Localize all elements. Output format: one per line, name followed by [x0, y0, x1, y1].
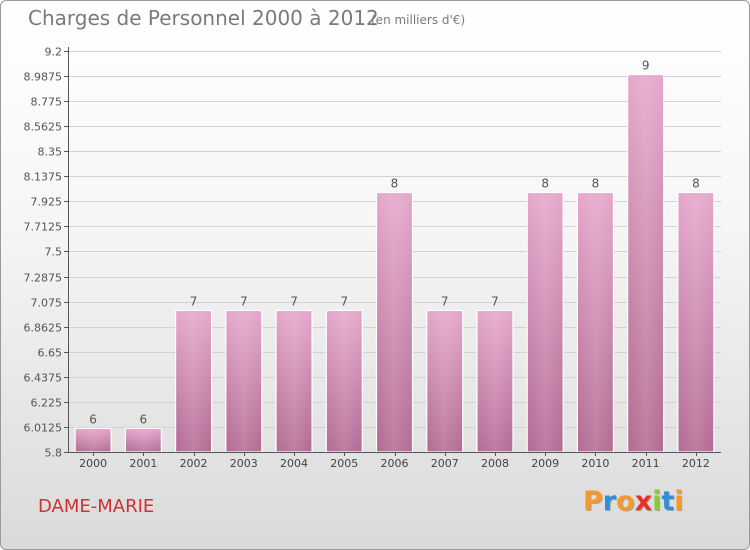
x-tick-label: 2000 — [79, 457, 107, 470]
x-tick-label: 2009 — [531, 457, 559, 470]
chart-subtitle: (en milliers d'€) — [371, 13, 466, 27]
bar-highlight — [378, 194, 411, 452]
y-tick-label: 6.65 — [38, 347, 63, 360]
bar-highlight — [428, 312, 461, 452]
chart-title: Charges de Personnel 2000 à 2012 — [28, 6, 379, 30]
y-tick-label: 7.075 — [31, 297, 63, 310]
y-tick-label: 5.8 — [45, 447, 63, 460]
bars-layer — [74, 73, 715, 453]
logo-letter: i — [674, 486, 684, 517]
data-label: 8 — [541, 177, 549, 191]
data-label: 7 — [491, 294, 499, 308]
y-tick-label: 7.7125 — [24, 221, 63, 234]
y-tick-label: 6.4375 — [24, 372, 63, 385]
y-tick-label: 7.2875 — [24, 272, 63, 285]
logo-letter: r — [602, 486, 617, 517]
proxiti-logo[interactable]: Proxiti — [583, 486, 684, 517]
y-tick-label: 9.2 — [45, 46, 63, 59]
data-label: 6 — [89, 412, 97, 426]
x-tick-label: 2006 — [381, 457, 409, 470]
data-label: 8 — [391, 177, 399, 191]
data-label: 7 — [340, 294, 348, 308]
bar-highlight — [478, 312, 511, 452]
x-tick-label: 2002 — [180, 457, 208, 470]
x-tick-label: 2008 — [481, 457, 509, 470]
x-tick-label: 2011 — [632, 457, 660, 470]
bar-highlight — [629, 76, 662, 453]
x-tick-label: 2012 — [682, 457, 710, 470]
commune-name: DAME-MARIE — [38, 496, 155, 517]
logo-letter: P — [583, 486, 603, 517]
y-tick-label: 7.925 — [31, 196, 63, 209]
x-tick-label: 2010 — [581, 457, 609, 470]
y-tick-label: 8.1375 — [24, 171, 63, 184]
bar-highlight — [529, 194, 562, 452]
x-tick-label: 2003 — [230, 457, 258, 470]
y-tick-label: 6.225 — [31, 397, 63, 410]
x-tick-label: 2005 — [330, 457, 358, 470]
bar-highlight — [127, 430, 160, 452]
bar-highlight — [77, 430, 110, 452]
bar-highlight — [278, 312, 311, 452]
data-label: 7 — [441, 294, 449, 308]
y-tick-label: 8.9875 — [24, 71, 63, 84]
data-label: 6 — [140, 412, 148, 426]
labels-layer: 6 6 7 7 7 7 8 7 7 8 8 9 8 — [89, 59, 699, 427]
y-tick-label: 8.775 — [31, 96, 63, 109]
bar-highlight — [579, 194, 612, 452]
y-tick-label: 6.0125 — [24, 422, 63, 435]
x-tick-label: 2004 — [280, 457, 308, 470]
logo-letter: i — [652, 486, 662, 517]
bar-chart: 6 6 7 7 7 7 8 7 7 8 8 9 8 9.2 8.9875 8.775 8.5625 8.35 8.… — [24, 46, 721, 470]
logo-letter: t — [661, 486, 675, 517]
bar-highlight — [177, 312, 210, 452]
axis-layer: 9.2 8.9875 8.775 8.5625 8.35 8.1375 7.925 7.712… — [24, 46, 721, 470]
y-tick-label: 7.5 — [45, 246, 63, 259]
data-label: 7 — [240, 294, 248, 308]
data-label: 9 — [642, 59, 650, 73]
data-label: 7 — [190, 294, 198, 308]
y-tick-label: 6.8625 — [24, 322, 63, 335]
bar-highlight — [679, 194, 712, 452]
logo-letter: x — [634, 486, 653, 517]
x-tick-label: 2001 — [129, 457, 157, 470]
y-tick-label: 8.5625 — [24, 121, 63, 134]
bar-highlight — [328, 312, 361, 452]
y-tick-label: 8.35 — [38, 146, 63, 159]
data-label: 8 — [592, 177, 600, 191]
x-tick-label: 2007 — [431, 457, 459, 470]
data-label: 8 — [692, 177, 700, 191]
bar-highlight — [227, 312, 260, 452]
logo-letter: o — [616, 486, 635, 517]
data-label: 7 — [290, 294, 298, 308]
